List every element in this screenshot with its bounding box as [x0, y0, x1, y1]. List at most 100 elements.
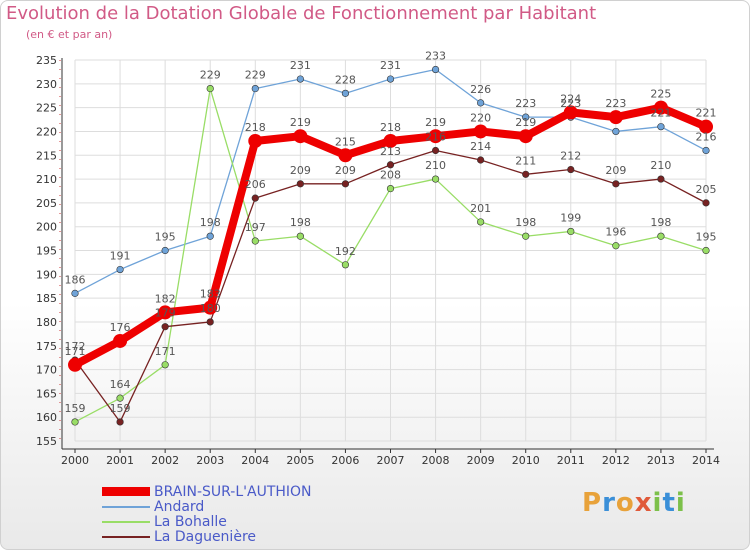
data-point-la-bohalle — [477, 218, 485, 226]
data-label-la-bohalle: 198 — [515, 216, 536, 229]
data-point-andard — [161, 246, 169, 255]
data-label-la-dagueni-re: 212 — [560, 150, 581, 163]
data-label-brain-sur-l-authion: 218 — [380, 121, 401, 134]
y-tick-label: 175 — [36, 340, 57, 353]
data-label-brain-sur-l-authion: 176 — [110, 321, 131, 334]
data-label-andard: 228 — [335, 73, 356, 86]
data-point-la-bohalle — [251, 237, 259, 245]
data-point-andard — [341, 89, 350, 97]
data-point-brain-sur-l-authion — [518, 129, 533, 144]
data-point-brain-sur-l-authion — [203, 300, 218, 315]
data-point-brain-sur-l-authion — [68, 357, 82, 372]
data-label-brain-sur-l-authion: 219 — [290, 116, 311, 129]
data-label-brain-sur-l-authion: 224 — [560, 92, 581, 105]
data-label-brain-sur-l-authion: 218 — [245, 121, 266, 134]
data-label-andard: 231 — [290, 59, 311, 72]
x-tick-label: 2005 — [286, 454, 314, 467]
data-point-la-dagueni-re — [386, 161, 395, 169]
y-tick-label: 210 — [36, 173, 57, 186]
data-label-la-dagueni-re: 179 — [155, 307, 176, 320]
data-label-andard: 226 — [470, 83, 491, 96]
legend-label: BRAIN-SUR-L'AUTHION — [154, 483, 312, 500]
data-point-la-bohalle — [702, 246, 710, 255]
data-label-andard: 223 — [515, 97, 536, 110]
legend-label: La Daguenière — [154, 528, 256, 545]
data-point-brain-sur-l-authion — [608, 110, 623, 125]
data-point-la-dagueni-re — [296, 180, 304, 188]
data-point-la-bohalle — [657, 232, 665, 240]
chart-title: Evolution de la Dotation Globale de Fonc… — [6, 3, 597, 24]
data-point-brain-sur-l-authion — [158, 305, 173, 320]
data-point-andard — [612, 127, 620, 136]
data-point-andard — [477, 99, 485, 107]
data-label-andard: 233 — [425, 50, 446, 63]
legend-swatch — [102, 505, 150, 508]
data-label-andard: 198 — [200, 216, 221, 229]
x-tick-label: 2013 — [647, 454, 675, 467]
data-label-la-dagueni-re: 209 — [335, 164, 356, 177]
data-point-andard — [251, 84, 259, 93]
data-label-la-bohalle: 195 — [696, 231, 717, 244]
data-label-la-bohalle: 171 — [155, 345, 176, 358]
data-label-la-bohalle: 198 — [650, 216, 671, 229]
logo-letter: o — [615, 488, 635, 518]
data-point-la-dagueni-re — [657, 175, 665, 183]
data-label-andard: 191 — [110, 250, 131, 263]
data-point-la-bohalle — [612, 242, 620, 250]
data-label-la-bohalle: 229 — [200, 69, 221, 82]
data-label-andard: 229 — [245, 69, 266, 82]
data-label-la-dagueni-re: 205 — [696, 183, 717, 196]
x-tick-label: 2001 — [106, 454, 134, 467]
data-point-andard — [431, 65, 440, 74]
logo-letter: P — [582, 488, 603, 518]
data-label-brain-sur-l-authion: 183 — [200, 288, 221, 301]
data-label-brain-sur-l-authion: 225 — [650, 88, 671, 101]
y-tick-label: 190 — [36, 268, 57, 281]
data-label-la-bohalle: 192 — [335, 245, 356, 258]
chart-subtitle: (en € et par an) — [26, 28, 113, 41]
data-point-la-dagueni-re — [567, 165, 575, 174]
y-tick-label: 195 — [36, 245, 57, 258]
data-point-andard — [116, 265, 124, 274]
data-label-la-bohalle: 199 — [560, 211, 581, 224]
logo-letter: r — [602, 488, 616, 518]
data-point-brain-sur-l-authion — [473, 124, 488, 139]
data-label-brain-sur-l-authion: 215 — [335, 135, 356, 148]
data-point-andard — [71, 289, 79, 297]
legend-swatch — [102, 520, 150, 523]
y-tick-label: 205 — [36, 197, 57, 210]
data-label-la-bohalle: 210 — [425, 159, 446, 172]
y-tick-label: 215 — [36, 149, 57, 162]
data-label-brain-sur-l-authion: 171 — [65, 345, 86, 358]
data-label-la-dagueni-re: 180 — [200, 302, 221, 315]
legend-item-la-bohalle: La Bohalle — [102, 513, 312, 530]
x-tick-label: 2012 — [602, 454, 630, 467]
data-label-la-dagueni-re: 159 — [110, 402, 131, 415]
x-tick-label: 2000 — [61, 454, 89, 467]
data-label-andard: 221 — [650, 107, 671, 120]
data-point-brain-sur-l-authion — [338, 148, 353, 163]
legend-item-brain-sur-l-authion: BRAIN-SUR-L'AUTHION — [102, 483, 312, 500]
x-tick-label: 2006 — [331, 454, 359, 467]
y-tick-label: 170 — [36, 364, 57, 377]
data-label-brain-sur-l-authion: 221 — [696, 107, 717, 120]
x-tick-label: 2003 — [196, 454, 224, 467]
y-tick-label: 155 — [36, 435, 57, 448]
data-point-brain-sur-l-authion — [563, 105, 578, 120]
data-point-la-bohalle — [296, 232, 304, 240]
y-tick-label: 235 — [36, 54, 57, 67]
data-label-la-dagueni-re: 206 — [245, 178, 266, 191]
data-point-andard — [702, 146, 710, 155]
proxiti-logo: Proxiti — [582, 488, 686, 518]
logo-letter: t — [662, 488, 676, 518]
data-point-brain-sur-l-authion — [248, 133, 263, 148]
data-label-andard: 231 — [380, 59, 401, 72]
data-label-la-dagueni-re: 172 — [65, 340, 86, 353]
legend-label: La Bohalle — [154, 513, 227, 530]
data-label-la-dagueni-re: 213 — [380, 145, 401, 158]
data-point-la-bohalle — [341, 261, 350, 269]
x-tick-label: 2002 — [151, 454, 179, 467]
data-point-la-bohalle — [161, 361, 169, 369]
y-tick-label: 220 — [36, 125, 57, 138]
